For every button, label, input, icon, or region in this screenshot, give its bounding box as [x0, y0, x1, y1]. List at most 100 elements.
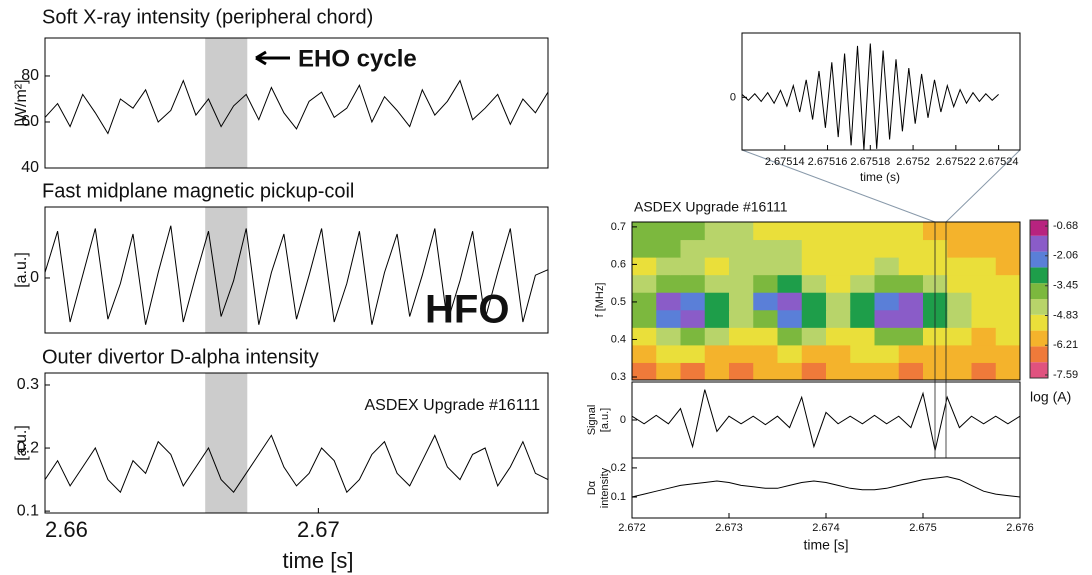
heatmap-cell — [826, 274, 851, 293]
y-tick-label: 0 — [730, 91, 736, 103]
heatmap-cell — [777, 274, 803, 293]
heatmap-cell — [850, 222, 875, 241]
heatmap-cell — [632, 274, 657, 293]
heatmap-cell — [995, 344, 1021, 363]
heatmap-cell — [995, 309, 1021, 328]
heatmap-cell — [729, 257, 754, 276]
colorbar-band — [1030, 362, 1048, 378]
heatmap-cell — [801, 239, 827, 258]
panels: 40 60 80 Soft X-ray intensity (peripheral c… — [13, 6, 1078, 573]
y-axis-label: Dα — [586, 480, 598, 495]
heatmap-cell — [995, 274, 1021, 293]
heatmap-cell — [704, 274, 730, 293]
heatmap-cell — [753, 327, 778, 346]
heatmap-cell — [632, 239, 657, 258]
heatmap-cell — [777, 239, 803, 258]
heatmap-cell — [656, 309, 681, 328]
heatmap-cell — [874, 257, 900, 276]
heatmap-cell — [753, 257, 778, 276]
y-tick-label: 0 — [30, 269, 39, 286]
heatmap-cell — [874, 344, 900, 363]
colorbar-band — [1030, 346, 1048, 363]
colorbar-frame — [1029, 219, 1049, 379]
heatmap-cell — [947, 274, 972, 293]
y-tick-label: 0.6 — [611, 258, 626, 270]
annotation: HFO — [425, 288, 509, 332]
heatmap-cell — [801, 257, 827, 276]
heatmap-cell — [947, 344, 972, 363]
plot-frame — [631, 457, 1021, 519]
heatmap-cell — [947, 362, 972, 381]
heatmap-cell — [753, 239, 778, 258]
heatmap-cell — [801, 309, 827, 328]
heatmap-cell — [971, 327, 997, 346]
y-tick-label: 0.5 — [611, 296, 626, 308]
heatmap-cell — [898, 344, 924, 363]
signal-line — [44, 225, 549, 325]
x-axis-label: time [s] — [803, 537, 848, 553]
heatmap-cell — [971, 362, 997, 381]
y-tick-label: 40 — [21, 159, 39, 176]
heatmap-cell — [898, 309, 924, 328]
colorbar-tick-label: -2.06 — [1053, 250, 1078, 262]
annotation: EHO cycle — [298, 45, 417, 72]
heatmap-cell — [753, 344, 778, 363]
heatmap-cell — [777, 344, 803, 363]
heatmap-cell — [704, 327, 730, 346]
heatmap-cell — [704, 222, 730, 241]
heatmap-cell — [753, 274, 778, 293]
heatmap-cell — [850, 344, 875, 363]
heatmap-cell — [680, 344, 706, 363]
heatmap-cell — [850, 362, 875, 381]
y-tick-label: 0.1 — [17, 502, 39, 519]
heatmap-cell — [753, 309, 778, 328]
x-tick-label: 2.67514 — [765, 156, 805, 168]
colorbar-band — [1030, 235, 1048, 252]
heatmap-cell — [656, 222, 681, 241]
colorbar-band — [1030, 299, 1048, 315]
heatmap-cell — [971, 274, 997, 293]
heatmap-cell — [826, 292, 851, 311]
panel-title: Soft X-ray intensity (peripheral chord) — [42, 6, 373, 28]
heatmap-cell — [874, 239, 900, 258]
heatmap-cell — [777, 309, 803, 328]
y-tick-label: 60 — [21, 113, 39, 130]
y-axis-label: [a.u.] — [599, 408, 611, 432]
heatmap-cell — [801, 292, 827, 311]
heatmap-cell — [777, 292, 803, 311]
heatmap-cell — [874, 362, 900, 381]
heatmap-cell — [995, 327, 1021, 346]
heatmap-cell — [874, 309, 900, 328]
heatmap-cell — [995, 292, 1021, 311]
colorbar-band — [1030, 220, 1048, 236]
y-tick-label: 0.2 — [611, 462, 626, 474]
heatmap-cell — [801, 344, 827, 363]
heatmap-cell — [656, 292, 681, 311]
y-tick-label: 0 — [620, 414, 626, 426]
heatmap-cell — [680, 274, 706, 293]
x-tick-label: 2.676 — [1006, 522, 1034, 534]
heatmap-cell — [704, 292, 730, 311]
heatmap-cell — [632, 327, 657, 346]
colorbar-band — [1030, 330, 1048, 347]
heatmap-cell — [656, 257, 681, 276]
heatmap-cell — [995, 222, 1021, 241]
x-tick-label: 2.67516 — [808, 156, 848, 168]
heatmap-cell — [826, 257, 851, 276]
heatmap-cell — [801, 274, 827, 293]
x-tick-label: 2.67524 — [979, 156, 1019, 168]
heatmap-cell — [704, 344, 730, 363]
zoom-connector — [945, 149, 1021, 223]
colorbar-band — [1030, 314, 1048, 331]
signal-line — [631, 389, 1021, 451]
heatmap-cell — [995, 239, 1021, 258]
plot-frame — [631, 221, 1021, 381]
heatmap-cell — [729, 222, 754, 241]
heatmap-cell — [680, 327, 706, 346]
heatmap-cell — [826, 344, 851, 363]
heatmap-cell — [971, 222, 997, 241]
x-tick-label: 2.67 — [297, 517, 340, 542]
heatmap-cell — [898, 257, 924, 276]
signal-line — [44, 434, 549, 494]
